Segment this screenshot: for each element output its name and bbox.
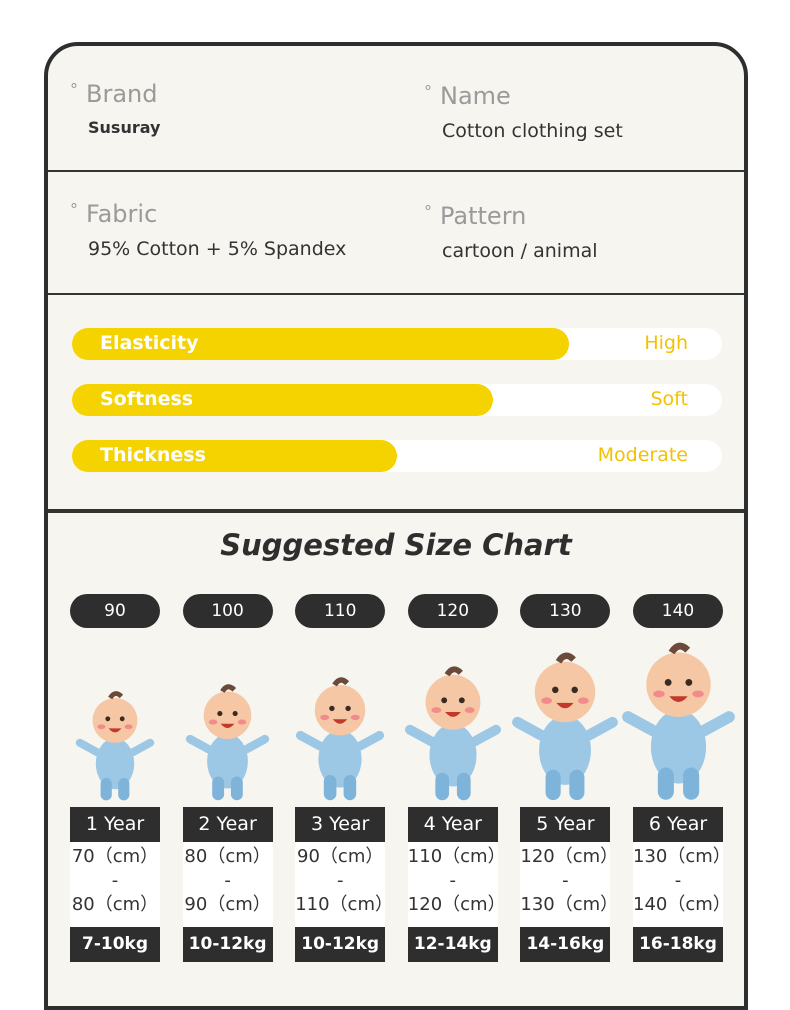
- label-text: Brand: [86, 80, 158, 108]
- attribute-name: Elasticity: [100, 332, 199, 354]
- size-pill: 140: [633, 594, 723, 628]
- attribute-track: Softness Soft: [72, 384, 722, 416]
- height-text: -: [449, 870, 457, 891]
- height-range: 120（cm） - 130（cm）: [520, 842, 619, 927]
- baby-illustration: [404, 665, 502, 802]
- height-text: 70（cm）: [71, 846, 159, 867]
- weight: 10-12kg: [295, 927, 386, 962]
- size-chart-title: Suggested Size Chart: [220, 528, 572, 562]
- info-field: ° Name Cotton clothing set: [424, 82, 623, 142]
- field-value: Susuray: [88, 118, 161, 137]
- baby-illustration: [621, 641, 736, 802]
- age: 5 Year: [520, 807, 611, 842]
- height-text: 90（cm）: [184, 894, 271, 915]
- info-field: ° Pattern cartoon / animal: [424, 202, 598, 262]
- height-text: 130（cm）: [520, 894, 619, 915]
- size-pill: 100: [182, 594, 273, 628]
- age: 2 Year: [182, 807, 273, 842]
- age: 3 Year: [295, 807, 386, 842]
- height-range: 90（cm） - 110（cm）: [295, 842, 393, 927]
- weight: 12-14kg: [407, 927, 498, 962]
- field-label: ° Pattern: [424, 202, 598, 230]
- baby-illustration: [295, 676, 385, 802]
- attribute-fill: [72, 440, 397, 472]
- size-pill: 90: [70, 594, 160, 628]
- attribute-name: Softness: [100, 388, 194, 410]
- size-pill: 110: [295, 594, 386, 628]
- height-text: -: [224, 870, 231, 891]
- bullet: °: [424, 202, 432, 221]
- attribute-level: Soft: [650, 388, 689, 410]
- info-row: ° Brand Susuray ° Name Cotton clothing set: [48, 46, 744, 172]
- attribute-fill: [72, 384, 493, 416]
- height-text: 80（cm）: [71, 894, 159, 915]
- age: 1 Year: [70, 807, 160, 842]
- attributes-row: Elasticity High Softness Soft Thickness Moder…: [48, 295, 744, 513]
- weight: 10-12kg: [182, 927, 273, 962]
- weight: 7-10kg: [70, 927, 160, 962]
- height-text: -: [674, 870, 682, 891]
- attribute-fill: [72, 328, 569, 360]
- height-range: 80（cm） - 90（cm）: [182, 842, 273, 927]
- height-text: 110（cm）: [295, 894, 393, 915]
- height-text: -: [562, 870, 569, 891]
- field-value: Cotton clothing set: [442, 120, 623, 142]
- height-text: 80（cm）: [184, 846, 271, 867]
- bullet: °: [70, 200, 78, 219]
- height-text: 140（cm）: [633, 894, 731, 915]
- label-text: Fabric: [86, 200, 158, 228]
- label-text: Pattern: [440, 202, 527, 230]
- baby-illustration: [185, 683, 270, 802]
- field-value: 95% Cotton + 5% Spandex: [88, 238, 347, 260]
- page: ° Brand Susuray ° Name Cotton clothing set ° Fa…: [44, 42, 748, 1010]
- height-text: 120（cm）: [407, 894, 506, 915]
- info-field: ° Fabric 95% Cotton + 5% Spandex: [70, 200, 346, 260]
- attribute-level: Moderate: [597, 444, 688, 466]
- attribute-track: Thickness Moderate: [72, 440, 722, 472]
- size-pill: 120: [407, 594, 498, 628]
- field-label: ° Name: [424, 82, 623, 110]
- size-pill: 130: [520, 594, 611, 628]
- age: 6 Year: [633, 807, 723, 842]
- age: 4 Year: [407, 807, 498, 842]
- info-field: ° Brand Susuray: [70, 80, 160, 137]
- weight: 16-18kg: [633, 927, 723, 962]
- height-text: -: [111, 870, 119, 891]
- info-row: ° Fabric 95% Cotton + 5% Spandex ° Pattern ca…: [48, 172, 744, 295]
- field-label: ° Brand: [70, 80, 160, 108]
- label-text: Name: [440, 82, 511, 110]
- weight: 14-16kg: [520, 927, 611, 962]
- height-text: -: [336, 870, 344, 891]
- field-value: cartoon / animal: [442, 240, 598, 262]
- attribute-track: Elasticity High: [72, 328, 722, 360]
- bullet: °: [424, 82, 432, 101]
- attribute-name: Thickness: [100, 444, 206, 466]
- card: ° Brand Susuray ° Name Cotton clothing set ° Fa…: [44, 42, 748, 1010]
- height-text: 130（cm）: [633, 846, 731, 867]
- bullet: °: [70, 80, 78, 99]
- height-text: 110（cm）: [407, 846, 506, 867]
- height-range: 110（cm） - 120（cm）: [407, 842, 506, 927]
- height-range: 130（cm） - 140（cm）: [633, 842, 731, 927]
- baby-illustration: [75, 690, 155, 802]
- baby-illustration: [511, 651, 619, 802]
- height-text: 90（cm）: [297, 846, 384, 867]
- height-range: 70（cm） - 80（cm）: [70, 842, 160, 927]
- height-text: 120（cm）: [520, 846, 619, 867]
- attribute-level: High: [644, 332, 688, 354]
- field-label: ° Fabric: [70, 200, 346, 228]
